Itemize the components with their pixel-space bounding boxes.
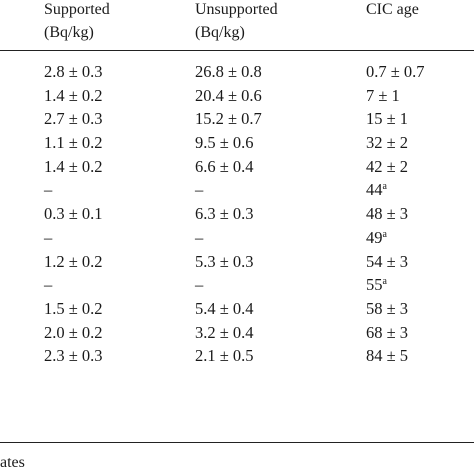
header-supported-line1: Supported bbox=[44, 1, 110, 18]
footnote-marker: a bbox=[382, 181, 387, 193]
unsupported-cell: – bbox=[195, 275, 204, 295]
table-row: 2.0 ± 0.2 3.2 ± 0.4 68 ± 3 bbox=[0, 321, 474, 345]
unsupported-cell: 26.8 ± 0.8 bbox=[195, 62, 262, 81]
table-row: – – 49a bbox=[0, 226, 474, 250]
cic-age-cell: 48 ± 3 bbox=[366, 202, 408, 226]
unsupported-cell: – bbox=[195, 180, 204, 200]
cic-age-value: 32 ± 2 bbox=[366, 133, 409, 153]
unsupported-cell: 2.1 ± 0.5 bbox=[195, 346, 254, 366]
footnote-marker: a bbox=[382, 228, 387, 240]
footnote-text: ates bbox=[0, 454, 25, 471]
footnote-marker: a bbox=[382, 276, 387, 288]
cic-age-value: 49 bbox=[366, 227, 383, 247]
cic-age-cell: 54 ± 3 bbox=[366, 250, 408, 274]
cic-age-cell: 32 ± 2 bbox=[366, 131, 408, 155]
header-cic-age-line1: CIC age bbox=[366, 1, 419, 18]
cic-age-cell: 58 ± 3 bbox=[366, 297, 408, 321]
table-row: 1.4 ± 0.2 20.4 ± 0.6 7 ± 1 bbox=[0, 84, 474, 108]
table-row: 2.7 ± 0.3 15.2 ± 0.7 15 ± 1 bbox=[0, 107, 474, 131]
table-row: 2.8 ± 0.3 26.8 ± 0.8 0.7 ± 0.7 bbox=[0, 60, 474, 84]
cic-age-cell: 49a bbox=[366, 226, 387, 250]
cic-age-cell: 68 ± 3 bbox=[366, 321, 408, 345]
unsupported-cell: 20.4 ± 0.6 bbox=[195, 85, 262, 105]
cic-age-value: 55 bbox=[366, 275, 383, 295]
supported-cell: 1.1 ± 0.2 bbox=[44, 133, 103, 153]
cic-age-value: 58 ± 3 bbox=[366, 298, 409, 318]
header-unsupported-line2: (Bq/kg) bbox=[195, 24, 245, 41]
cic-age-cell: 15 ± 1 bbox=[366, 107, 408, 131]
supported-cell: 1.4 ± 0.2 bbox=[44, 156, 103, 176]
unsupported-cell: 5.3 ± 0.3 bbox=[195, 251, 254, 271]
table-body: 2.8 ± 0.3 26.8 ± 0.8 0.7 ± 0.7 1.4 ± 0.2 20.… bbox=[0, 60, 474, 368]
supported-cell: 1.2 ± 0.2 bbox=[44, 251, 103, 271]
cic-age-value: 84 ± 5 bbox=[366, 346, 409, 366]
unsupported-cell: 5.4 ± 0.4 bbox=[195, 298, 254, 318]
unsupported-cell: 3.2 ± 0.4 bbox=[195, 322, 254, 342]
supported-cell: – bbox=[44, 275, 53, 295]
cic-age-cell: 42 ± 2 bbox=[366, 155, 408, 179]
header-unsupported-line1: Unsupported bbox=[195, 1, 278, 18]
header-supported-line2: (Bq/kg) bbox=[44, 24, 94, 41]
cic-age-cell: 0.7 ± 0.7 bbox=[366, 60, 425, 84]
header-cic-age: CIC age bbox=[366, 0, 419, 21]
supported-cell: 2.7 ± 0.3 bbox=[44, 109, 103, 129]
supported-cell: 1.5 ± 0.2 bbox=[44, 298, 103, 318]
table-row: 1.5 ± 0.2 5.4 ± 0.4 58 ± 3 bbox=[0, 297, 474, 321]
header-supported: Supported (Bq/kg) bbox=[44, 0, 110, 44]
cic-age-value: 48 ± 3 bbox=[366, 204, 409, 224]
supported-cell: 2.3 ± 0.3 bbox=[44, 346, 103, 366]
supported-cell: – bbox=[44, 227, 53, 247]
table-row: 2.3 ± 0.3 2.1 ± 0.5 84 ± 5 bbox=[0, 344, 474, 368]
unsupported-cell: 6.6 ± 0.4 bbox=[195, 156, 254, 176]
supported-cell: – bbox=[44, 180, 53, 200]
supported-cell: 0.3 ± 0.1 bbox=[44, 204, 103, 224]
supported-cell: 1.4 ± 0.2 bbox=[44, 85, 103, 105]
table-row: 0.3 ± 0.1 6.3 ± 0.3 48 ± 3 bbox=[0, 202, 474, 226]
supported-cell: 2.8 ± 0.3 bbox=[44, 62, 103, 81]
cic-age-value: 15 ± 1 bbox=[366, 109, 409, 129]
table-row: – – 44a bbox=[0, 178, 474, 202]
cic-age-value: 68 ± 3 bbox=[366, 322, 409, 342]
header-rule bbox=[0, 50, 474, 51]
cic-age-value: 7 ± 1 bbox=[366, 85, 400, 105]
table-row: – – 55a bbox=[0, 273, 474, 297]
cic-age-value: 0.7 ± 0.7 bbox=[366, 62, 425, 81]
cic-age-value: 54 ± 3 bbox=[366, 251, 409, 271]
cic-age-cell: 84 ± 5 bbox=[366, 344, 408, 368]
bottom-rule bbox=[0, 442, 474, 443]
table-row: 1.2 ± 0.2 5.3 ± 0.3 54 ± 3 bbox=[0, 250, 474, 274]
unsupported-cell: 6.3 ± 0.3 bbox=[195, 204, 254, 224]
unsupported-cell: 15.2 ± 0.7 bbox=[195, 109, 262, 129]
cic-age-cell: 44a bbox=[366, 178, 387, 202]
unsupported-cell: 9.5 ± 0.6 bbox=[195, 133, 254, 153]
cic-age-value: 42 ± 2 bbox=[366, 156, 409, 176]
unsupported-cell: – bbox=[195, 227, 204, 247]
cic-age-cell: 55a bbox=[366, 273, 387, 297]
header-unsupported: Unsupported (Bq/kg) bbox=[195, 0, 278, 44]
supported-cell: 2.0 ± 0.2 bbox=[44, 322, 103, 342]
table-row: 1.1 ± 0.2 9.5 ± 0.6 32 ± 2 bbox=[0, 131, 474, 155]
cic-age-cell: 7 ± 1 bbox=[366, 84, 400, 108]
cic-age-value: 44 bbox=[366, 180, 383, 200]
table-row: 1.4 ± 0.2 6.6 ± 0.4 42 ± 2 bbox=[0, 155, 474, 179]
